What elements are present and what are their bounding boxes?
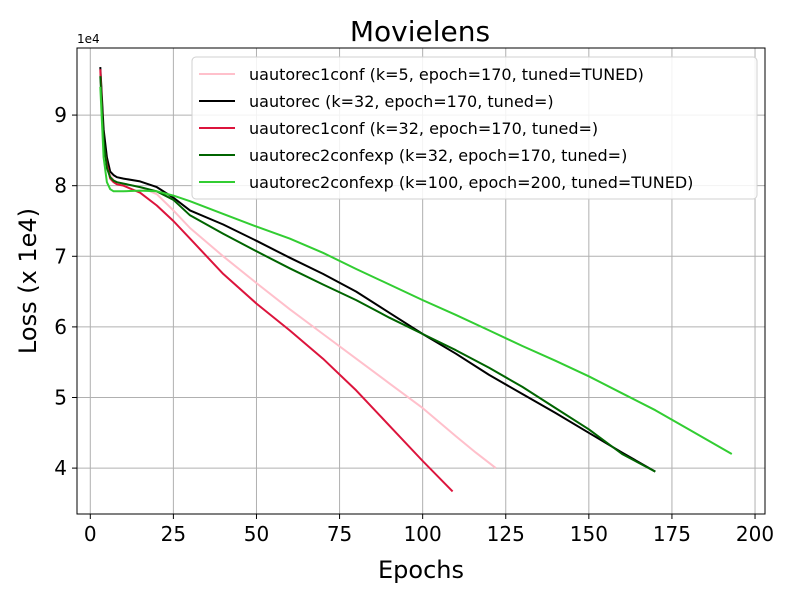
y-tick-label: 8 bbox=[54, 174, 67, 198]
x-tick-label: 125 bbox=[487, 522, 525, 546]
chart-title: Movielens bbox=[350, 15, 490, 48]
series-line-3 bbox=[99, 76, 656, 473]
y-tick-label: 9 bbox=[54, 103, 67, 127]
y-tick-label: 4 bbox=[54, 456, 67, 480]
series-layer bbox=[99, 67, 733, 493]
y-offset-label: 1e4 bbox=[77, 32, 100, 46]
x-axis-ticks: 0 25 50 75 100 125 150 175 200 bbox=[84, 514, 774, 546]
x-tick-label: 100 bbox=[404, 522, 442, 546]
series-line-0 bbox=[99, 71, 497, 469]
x-tick-label: 0 bbox=[84, 522, 97, 546]
y-tick-label: 5 bbox=[54, 386, 67, 410]
x-tick-label: 150 bbox=[570, 522, 608, 546]
legend-label-2: uautorec1conf (k=32, epoch=170, tuned=) bbox=[249, 119, 598, 138]
x-tick-label: 75 bbox=[327, 522, 352, 546]
x-tick-label: 50 bbox=[244, 522, 269, 546]
series-line-4 bbox=[99, 86, 733, 455]
y-axis-label: Loss (x 1e4) bbox=[14, 208, 42, 354]
legend-label-3: uautorec2confexp (k=32, epoch=170, tuned… bbox=[249, 146, 627, 165]
legend: uautorec1conf (k=5, epoch=170, tuned=TUN… bbox=[191, 56, 758, 200]
legend-label-4: uautorec2confexp (k=100, epoch=200, tune… bbox=[249, 173, 693, 192]
y-tick-label: 6 bbox=[54, 315, 67, 339]
legend-label-0: uautorec1conf (k=5, epoch=170, tuned=TUN… bbox=[249, 65, 644, 84]
y-tick-label: 7 bbox=[54, 244, 67, 268]
x-tick-label: 25 bbox=[161, 522, 186, 546]
x-axis-label: Epochs bbox=[378, 556, 464, 584]
x-tick-label: 175 bbox=[653, 522, 691, 546]
x-tick-label: 200 bbox=[736, 522, 774, 546]
legend-box bbox=[191, 56, 758, 200]
legend-label-1: uautorec (k=32, epoch=170, tuned=) bbox=[249, 92, 554, 111]
series-line-1 bbox=[99, 67, 656, 473]
legend-entries: uautorec1conf (k=5, epoch=170, tuned=TUN… bbox=[199, 65, 693, 192]
y-axis-ticks: 4 5 6 7 8 9 bbox=[54, 103, 77, 480]
plot-frame bbox=[76, 47, 766, 515]
